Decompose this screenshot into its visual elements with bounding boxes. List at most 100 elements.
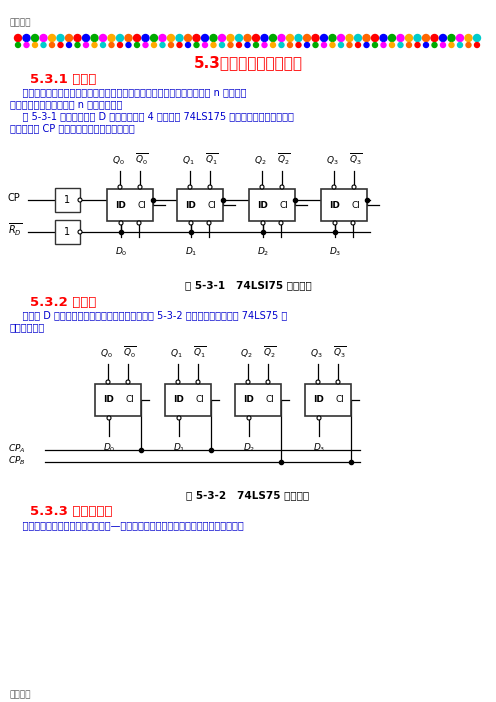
Circle shape: [457, 43, 462, 48]
Circle shape: [220, 43, 225, 48]
Circle shape: [107, 416, 111, 420]
Circle shape: [228, 43, 233, 48]
Text: ID: ID: [244, 395, 254, 404]
Circle shape: [363, 34, 370, 41]
Circle shape: [313, 43, 318, 48]
Circle shape: [118, 185, 122, 189]
Text: $Q_2$: $Q_2$: [254, 154, 266, 167]
Bar: [55, 188, 80, 212]
Circle shape: [227, 34, 234, 41]
Circle shape: [280, 185, 284, 189]
Text: 态仅取决于 CP 上升沿到达时刻的输入状态。: 态仅取决于 CP 上升沿到达时刻的输入状态。: [10, 123, 135, 133]
Bar: [55, 220, 80, 244]
Circle shape: [406, 34, 413, 41]
Text: 图 5-3-1 所示是由边沿 D 触发器组成的 4 位寄存器 74LS175 的逻辑电路图，其输出状: 图 5-3-1 所示是由边沿 D 触发器组成的 4 位寄存器 74LS175 的…: [10, 111, 294, 121]
Text: $Q_3$: $Q_3$: [326, 154, 338, 167]
Text: $\overline{Q_3}$: $\overline{Q_3}$: [333, 345, 347, 360]
Text: 1: 1: [64, 227, 70, 237]
Circle shape: [118, 43, 123, 48]
Text: ID: ID: [257, 201, 268, 209]
Text: Cl: Cl: [265, 395, 274, 404]
Text: 5.3.3 移位寄存器: 5.3.3 移位寄存器: [30, 505, 113, 518]
Circle shape: [126, 380, 130, 384]
Circle shape: [133, 34, 140, 41]
Text: $\overline{Q_0}$: $\overline{Q_0}$: [124, 345, 137, 360]
Circle shape: [109, 43, 114, 48]
Circle shape: [475, 43, 480, 48]
Text: ID: ID: [313, 395, 324, 404]
Circle shape: [337, 34, 345, 41]
Circle shape: [246, 380, 250, 384]
Circle shape: [279, 43, 284, 48]
Circle shape: [138, 185, 142, 189]
Circle shape: [202, 43, 207, 48]
Text: 组成的寄存器能储存一组 n 位二值代码。: 组成的寄存器能储存一组 n 位二值代码。: [10, 99, 123, 109]
Circle shape: [414, 34, 421, 41]
Circle shape: [176, 380, 180, 384]
Circle shape: [74, 34, 81, 41]
Circle shape: [449, 43, 454, 48]
Text: $D_0$: $D_0$: [115, 245, 127, 258]
Circle shape: [245, 43, 250, 48]
Circle shape: [296, 43, 301, 48]
Bar: [95, 384, 141, 416]
Circle shape: [244, 34, 251, 41]
Circle shape: [14, 34, 21, 41]
Text: 逻辑电路图。: 逻辑电路图。: [10, 322, 45, 332]
Circle shape: [91, 34, 98, 41]
Circle shape: [50, 43, 55, 48]
Circle shape: [65, 34, 72, 41]
Text: $\overline{Q_3}$: $\overline{Q_3}$: [349, 152, 363, 167]
Text: $CP_A$: $CP_A$: [8, 443, 26, 456]
Circle shape: [355, 34, 362, 41]
Circle shape: [316, 380, 320, 384]
Circle shape: [185, 34, 191, 41]
Text: $CP_B$: $CP_B$: [8, 455, 26, 468]
Text: $D_3$: $D_3$: [313, 442, 325, 454]
Text: 精品文档: 精品文档: [10, 690, 32, 699]
Circle shape: [287, 34, 294, 41]
Text: 图 5-3-1   74LSl75 的逻辑图: 图 5-3-1 74LSl75 的逻辑图: [185, 280, 311, 290]
Text: 精品文档: 精品文档: [10, 18, 32, 27]
Circle shape: [58, 43, 63, 48]
Text: $\overline{Q_2}$: $\overline{Q_2}$: [263, 345, 277, 360]
Text: $D_1$: $D_1$: [185, 245, 197, 258]
Bar: [235, 384, 281, 416]
Circle shape: [330, 43, 335, 48]
Circle shape: [49, 34, 56, 41]
Circle shape: [211, 43, 216, 48]
Circle shape: [40, 34, 47, 41]
Circle shape: [432, 43, 437, 48]
Text: $D_3$: $D_3$: [329, 245, 341, 258]
Circle shape: [364, 43, 369, 48]
Circle shape: [266, 380, 270, 384]
Text: 5.3.2 锁存器: 5.3.2 锁存器: [30, 296, 96, 309]
Bar: [107, 189, 153, 221]
Text: $Q_2$: $Q_2$: [240, 347, 252, 360]
Circle shape: [247, 416, 251, 420]
Circle shape: [388, 34, 395, 41]
Circle shape: [312, 34, 319, 41]
Circle shape: [83, 43, 88, 48]
Circle shape: [320, 34, 327, 41]
Circle shape: [260, 185, 264, 189]
Circle shape: [75, 43, 80, 48]
Circle shape: [237, 43, 242, 48]
Circle shape: [269, 34, 276, 41]
Circle shape: [125, 34, 132, 41]
Circle shape: [207, 221, 211, 225]
Circle shape: [474, 34, 481, 41]
Text: ID: ID: [174, 395, 185, 404]
Circle shape: [456, 34, 463, 41]
Text: $D_1$: $D_1$: [173, 442, 185, 454]
Circle shape: [159, 34, 166, 41]
Bar: [321, 189, 367, 221]
Bar: [249, 189, 295, 221]
Circle shape: [119, 221, 123, 225]
Text: $Q_0$: $Q_0$: [112, 154, 124, 167]
Circle shape: [177, 416, 181, 420]
Text: CP: CP: [8, 193, 21, 203]
Circle shape: [78, 198, 82, 202]
Circle shape: [101, 43, 106, 48]
Circle shape: [261, 221, 265, 225]
